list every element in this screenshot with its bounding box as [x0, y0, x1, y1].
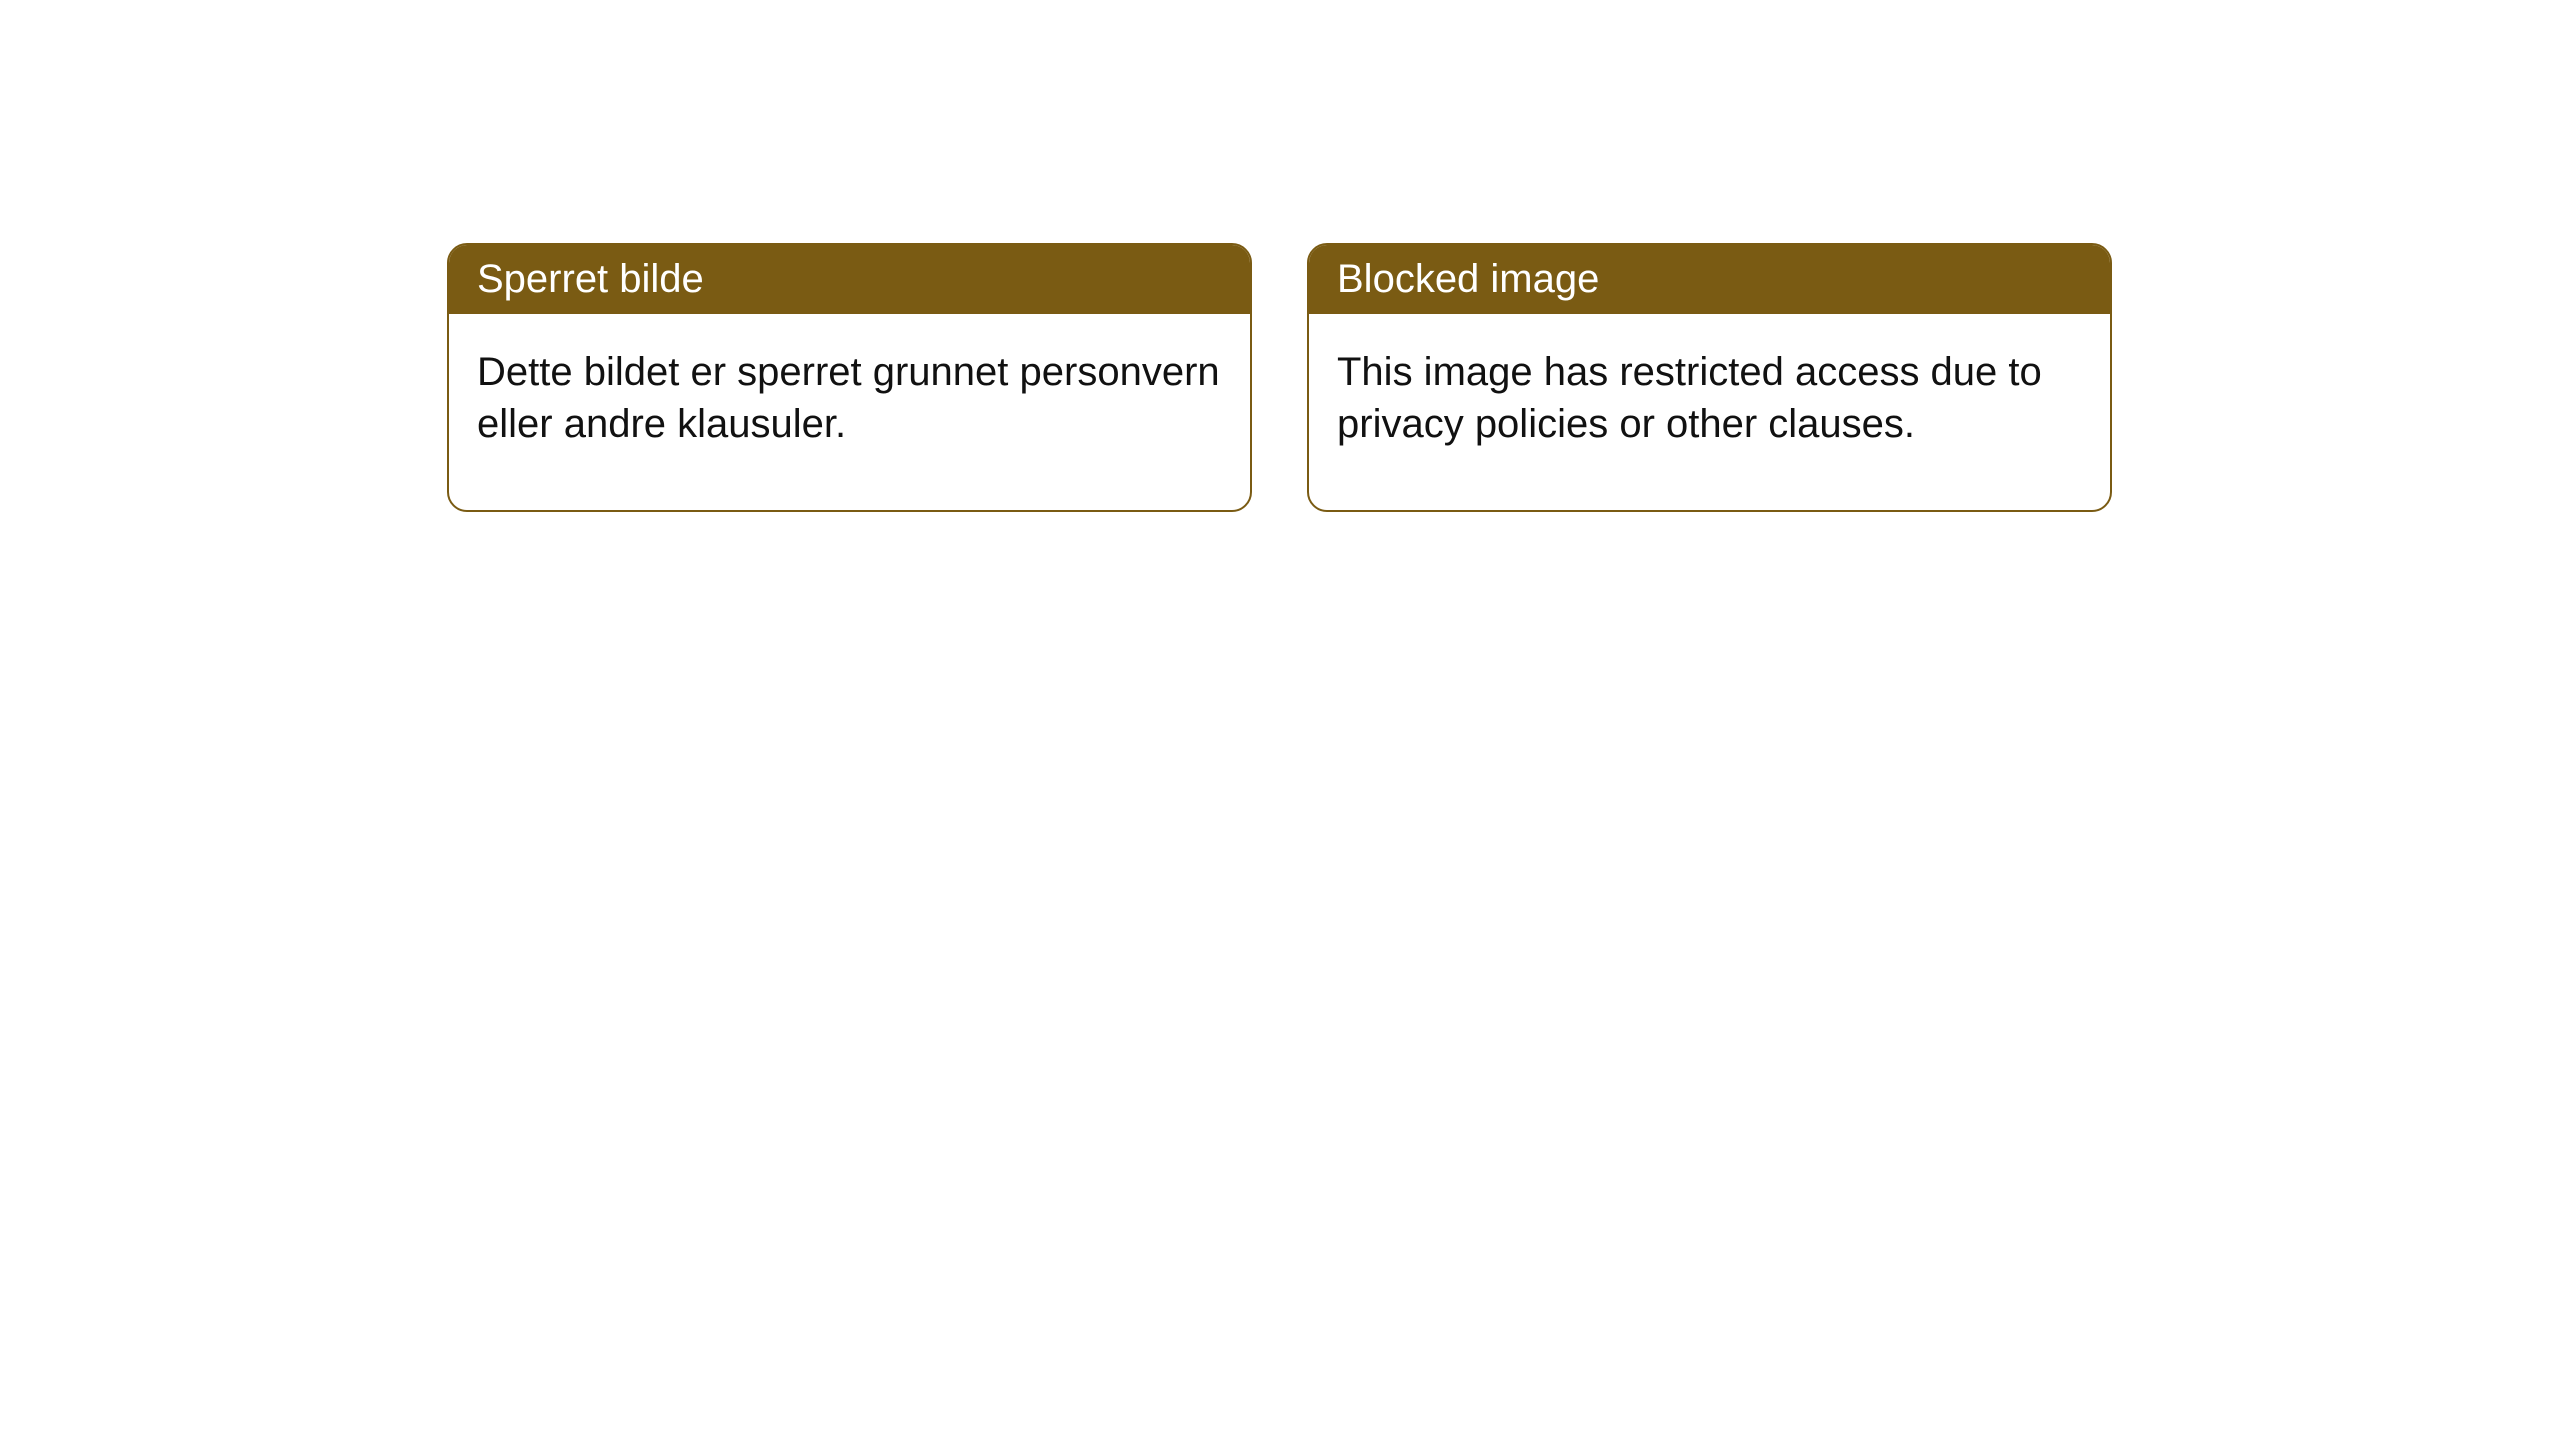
notice-body: Dette bildet er sperret grunnet personve…: [449, 314, 1250, 510]
notice-container: Sperret bilde Dette bildet er sperret gr…: [0, 0, 2560, 512]
notice-title: Blocked image: [1337, 257, 1599, 301]
notice-header: Blocked image: [1309, 245, 2110, 314]
notice-body: This image has restricted access due to …: [1309, 314, 2110, 510]
notice-card-norwegian: Sperret bilde Dette bildet er sperret gr…: [447, 243, 1252, 512]
notice-header: Sperret bilde: [449, 245, 1250, 314]
notice-card-english: Blocked image This image has restricted …: [1307, 243, 2112, 512]
notice-message: This image has restricted access due to …: [1337, 350, 2042, 446]
notice-title: Sperret bilde: [477, 257, 704, 301]
notice-message: Dette bildet er sperret grunnet personve…: [477, 350, 1220, 446]
